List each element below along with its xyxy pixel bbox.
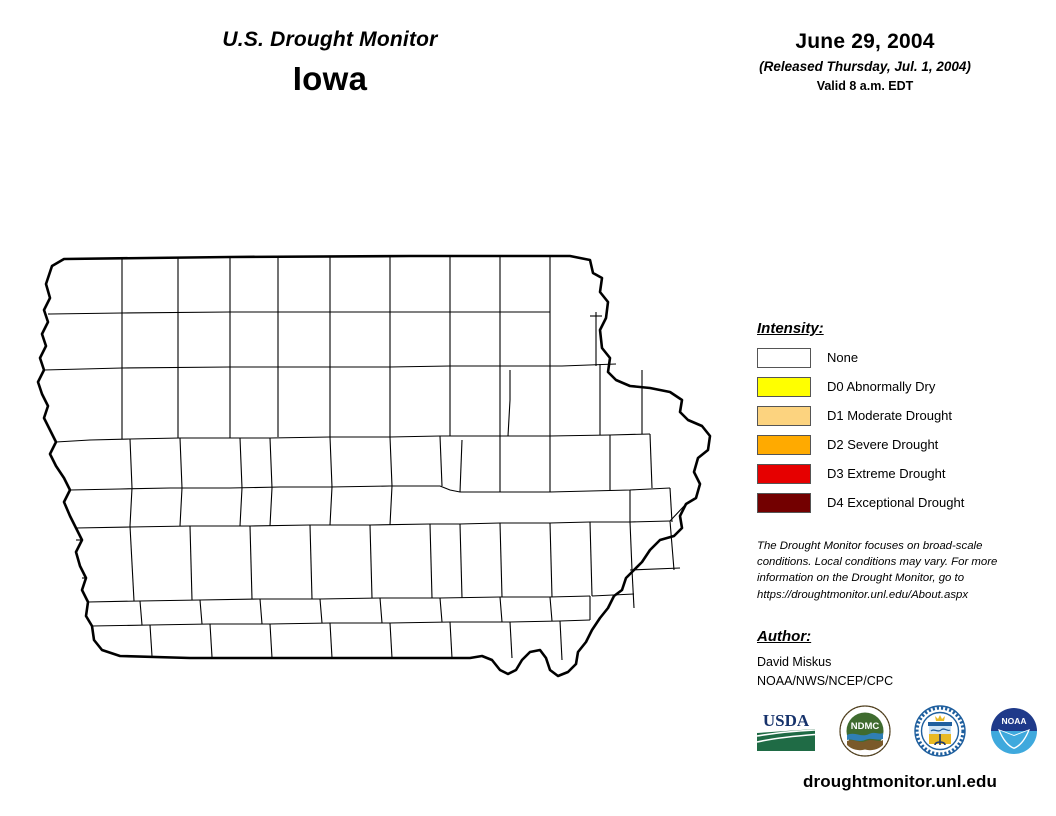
site-url[interactable]: droughtmonitor.unl.edu (803, 772, 997, 791)
ndmc-logo[interactable]: NDMC (839, 704, 891, 762)
usda-logo-icon: USDA (756, 711, 816, 751)
valid-time: Valid 8 a.m. EDT (816, 79, 914, 93)
legend-item-none[interactable]: None (757, 346, 1037, 369)
state-outline (36, 254, 712, 678)
state-fill (38, 256, 710, 676)
legend-label-d3: D3 Extreme Drought (827, 466, 946, 481)
title-block: U.S. Drought Monitor Iowa (120, 28, 540, 98)
legend-item-d2[interactable]: D2 Severe Drought (757, 433, 1037, 456)
legend-item-d4[interactable]: D4 Exceptional Drought (757, 491, 1037, 514)
swatch-d3 (757, 463, 811, 484)
noaa-logo[interactable]: NOAA (988, 705, 1040, 762)
disclaimer-line-3: information on the Drought Monitor, go t… (757, 572, 965, 585)
disclaimer-line-2: conditions. Local conditions may vary. F… (757, 556, 998, 569)
legend-heading: Intensity: (757, 320, 824, 337)
author-name: David Miskus (757, 655, 832, 669)
date-block: June 29, 2004 (Released Thursday, Jul. 1… (700, 30, 1030, 93)
county-fills (38, 256, 710, 676)
legend-item-d0[interactable]: D0 Abnormally Dry (757, 375, 1037, 398)
legend-label-d1: D1 Moderate Drought (827, 408, 953, 423)
noaa-logo-icon: NOAA (989, 706, 1038, 755)
state-title: Iowa (292, 60, 368, 97)
svg-text:NOAA: NOAA (1001, 716, 1026, 726)
iowa-drought-map[interactable] (30, 240, 740, 710)
disclaimer-text: The Drought Monitor focuses on broad-sca… (757, 538, 1025, 603)
valid-date: June 29, 2004 (795, 30, 935, 53)
disclaimer-link[interactable]: https://droughtmonitor.unl.edu/About.asp… (757, 588, 969, 601)
swatch-d2 (757, 434, 811, 455)
author-heading: Author: (757, 628, 812, 645)
logo-row: USDA NDMC (755, 702, 1040, 764)
released-date: (Released Thursday, Jul. 1, 2004) (759, 59, 971, 74)
author-affiliation: NOAA/NWS/NCEP/CPC (757, 673, 894, 688)
commerce-seal-icon (913, 704, 966, 757)
commerce-logo[interactable] (913, 704, 966, 762)
ndmc-logo-icon: NDMC (839, 704, 891, 757)
iowa-map-svg (36, 254, 712, 678)
page-title: U.S. Drought Monitor (222, 28, 438, 51)
county-boundaries (43, 256, 687, 661)
swatch-none (757, 347, 811, 368)
legend-label-d4: D4 Exceptional Drought (827, 495, 965, 510)
swatch-d0 (757, 376, 811, 397)
legend-item-d3[interactable]: D3 Extreme Drought (757, 462, 1037, 485)
intensity-legend: Intensity: None D0 Abnormally Dry D1 Mod… (757, 320, 1037, 520)
legend-item-d1[interactable]: D1 Moderate Drought (757, 404, 1037, 427)
legend-label-d0: D0 Abnormally Dry (827, 379, 936, 394)
legend-label-none: None (827, 350, 859, 365)
disclaimer-line-1: The Drought Monitor focuses on broad-sca… (757, 540, 983, 552)
swatch-d4 (757, 492, 811, 513)
author-block: Author: David Miskus NOAA/NWS/NCEP/CPC (757, 628, 1037, 691)
swatch-d1 (757, 405, 811, 426)
svg-text:NDMC: NDMC (851, 721, 880, 732)
legend-label-d2: D2 Severe Drought (827, 437, 939, 452)
usda-logo[interactable]: USDA (755, 709, 817, 758)
svg-text:USDA: USDA (763, 711, 810, 730)
